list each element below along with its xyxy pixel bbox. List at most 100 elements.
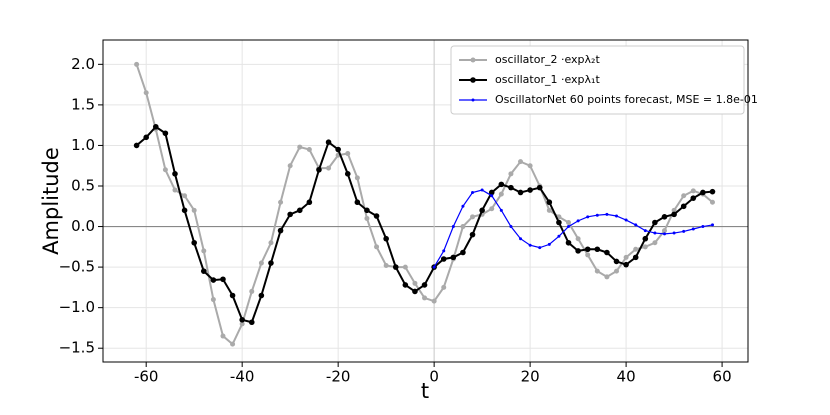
data-point [239,317,245,323]
data-point [632,254,639,261]
data-point [700,189,706,196]
data-point [277,227,284,234]
data-point [671,211,677,218]
data-point [422,295,428,301]
data-point [508,171,514,177]
data-point [508,184,514,191]
data-point [690,195,697,201]
data-point [661,214,668,220]
data-point [402,264,408,270]
data-point [557,234,561,238]
data-point [576,219,580,223]
data-point [672,231,676,235]
data-point [374,244,380,250]
data-point [220,333,226,339]
data-point [499,208,503,212]
data-point [306,146,312,152]
data-point [335,146,341,153]
y-axis-label: Amplitude [39,147,63,255]
data-point [210,277,217,283]
series-line [433,189,713,268]
data-point [547,242,551,246]
data-point [325,139,332,145]
data-point [623,261,629,268]
data-point [680,203,687,210]
y-tick-label: −1.5 [59,339,95,357]
data-point [575,248,581,254]
data-point [392,264,399,270]
data-point [701,225,705,229]
data-point [709,188,716,195]
data-point [546,207,552,213]
data-point [527,163,533,169]
data-point [162,130,169,137]
data-point [220,276,226,283]
data-point [690,188,696,194]
data-point [642,244,648,250]
data-point [421,282,428,288]
data-point [200,268,207,274]
data-point [364,207,370,214]
data-point [296,207,303,214]
data-point [604,249,610,256]
data-point [652,240,658,246]
data-point [442,249,446,253]
data-point [498,181,505,188]
data-point [364,215,370,221]
data-point [383,235,389,242]
data-point [614,268,620,274]
data-point [191,239,197,246]
data-point [172,171,178,177]
data-point [662,232,666,236]
data-point [287,163,293,169]
y-tick-label: 2.0 [71,55,95,73]
data-point [432,265,436,269]
data-point [567,225,571,229]
data-point [239,321,245,327]
data-point [383,262,389,268]
data-point [565,239,572,246]
data-point [682,229,686,233]
data-point [556,219,562,226]
data-point [653,231,657,235]
data-point [258,260,264,266]
data-point [605,212,609,216]
data-point [517,189,524,196]
data-point [181,207,188,214]
data-point [278,199,284,205]
data-point [441,284,447,290]
data-point [643,229,647,233]
data-point [613,258,620,265]
x-tick-label: 0 [429,368,439,386]
data-point [594,246,601,253]
data-point [412,280,418,286]
data-point [162,167,168,173]
data-point [354,199,361,206]
legend-label: OscillatorNet 60 points forecast, MSE = … [495,93,758,106]
data-point [345,151,351,157]
data-point [268,260,274,266]
data-point [230,341,236,347]
data-point [671,207,677,213]
data-point [133,142,140,149]
x-axis-label: t [421,379,429,403]
data-point [440,256,447,262]
y-tick-label: 0.0 [71,217,95,235]
data-point [297,144,303,150]
data-point [249,288,255,294]
data-point [201,248,207,254]
data-point [460,224,466,230]
data-point [652,219,658,226]
data-point [546,199,553,206]
data-point [152,123,159,130]
legend-marker [471,98,475,102]
data-point [134,61,140,67]
data-point [412,288,418,295]
data-point [528,243,532,247]
data-point [595,213,599,217]
data-point [268,240,274,246]
data-point [450,254,457,261]
data-point [143,134,149,141]
data-point [594,268,600,274]
